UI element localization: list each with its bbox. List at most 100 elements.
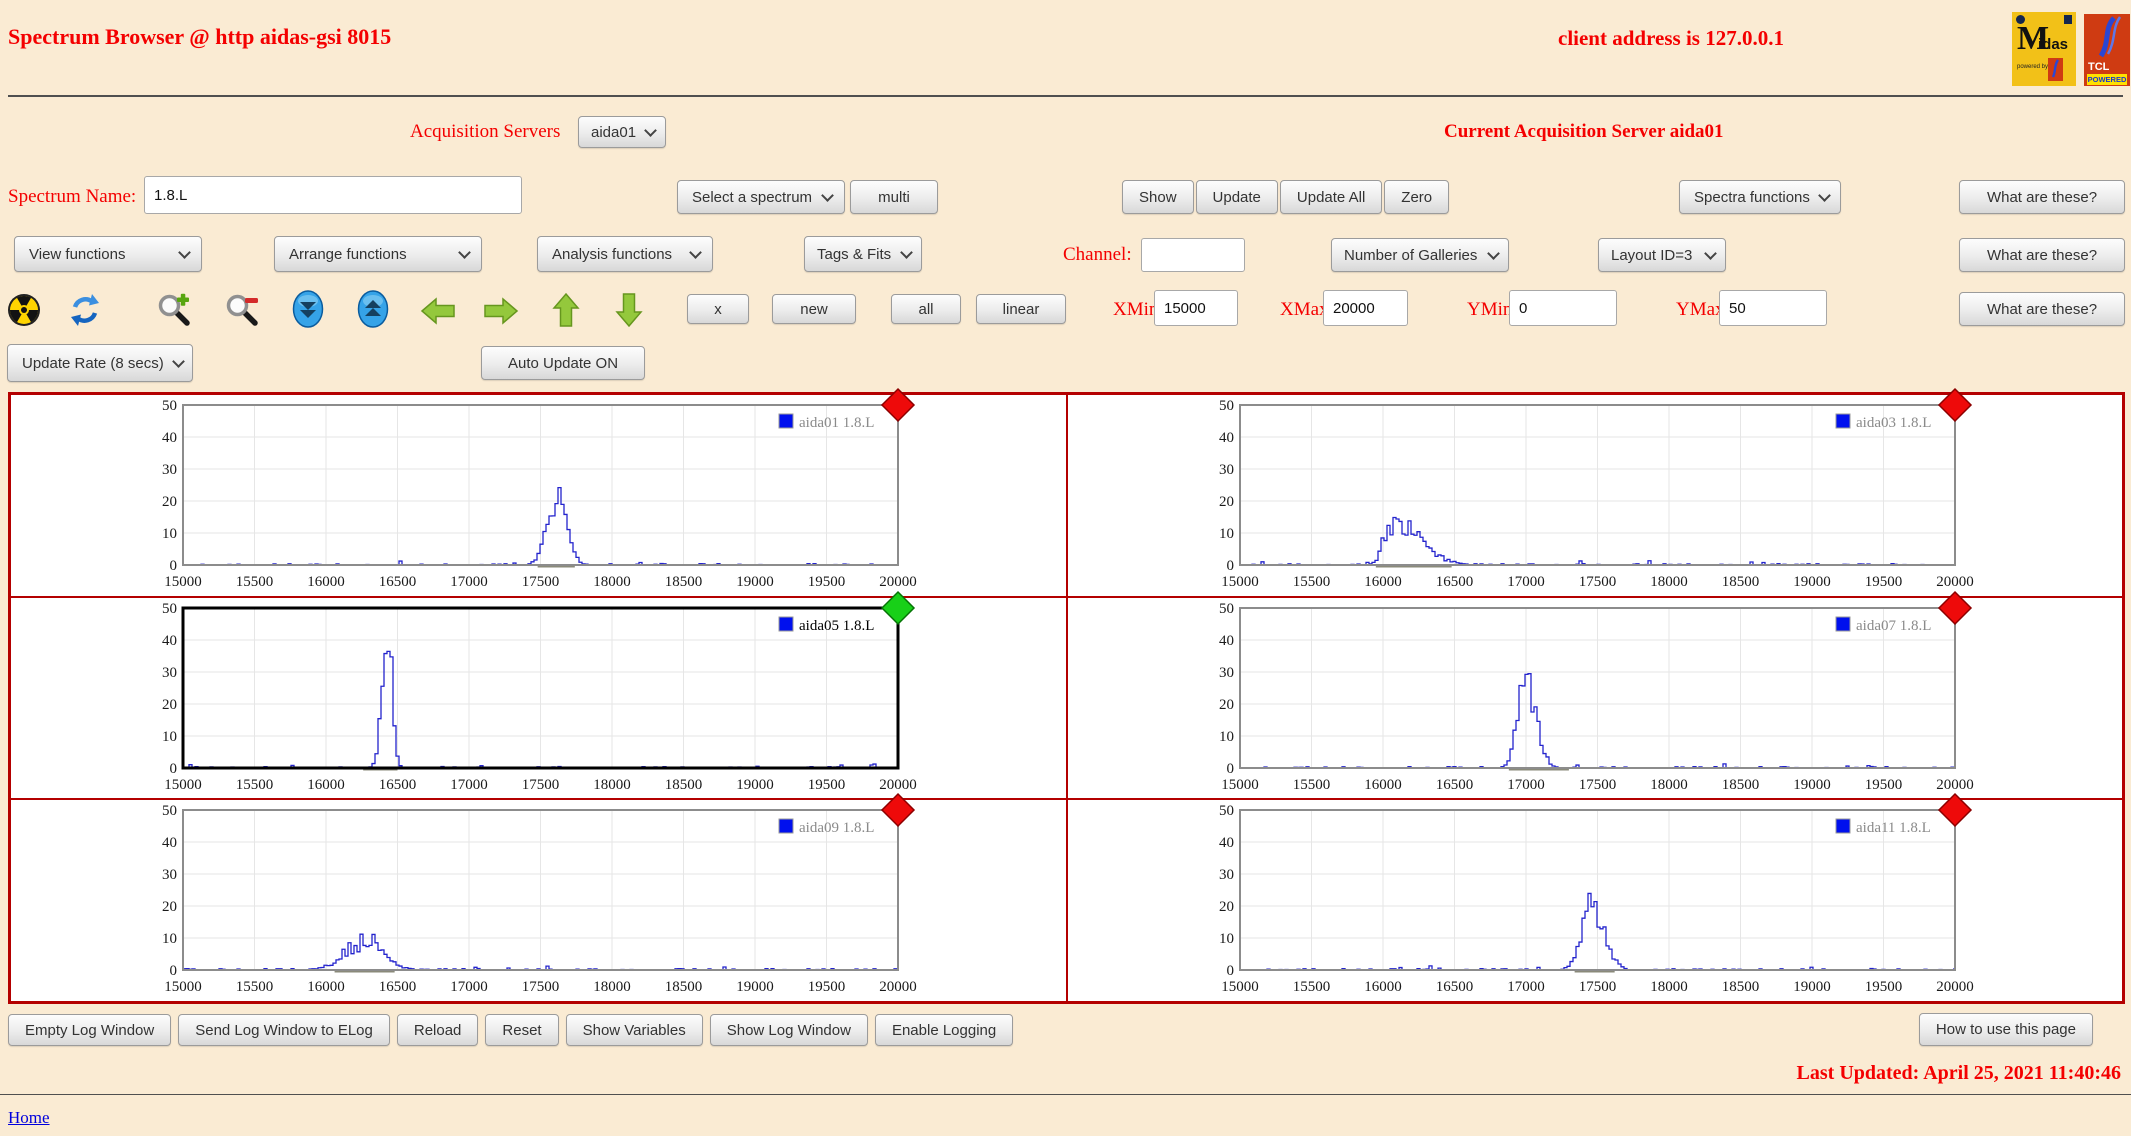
svg-text:18500: 18500 — [1721, 574, 1759, 590]
update-button[interactable]: Update — [1195, 180, 1278, 214]
zero-button[interactable]: Zero — [1384, 180, 1450, 214]
chevron-down-icon — [1487, 247, 1500, 260]
view-functions-dropdown[interactable]: View functions — [14, 236, 202, 272]
svg-text:18500: 18500 — [1721, 777, 1759, 793]
all-button[interactable]: all — [891, 294, 961, 324]
update-all-button[interactable]: Update All — [1279, 180, 1383, 214]
svg-text:15000: 15000 — [1221, 777, 1259, 793]
svg-text:15000: 15000 — [164, 979, 202, 995]
svg-text:18000: 18000 — [1650, 574, 1688, 590]
svg-text:16000: 16000 — [1364, 979, 1402, 995]
scroll-up-icon[interactable] — [357, 290, 389, 328]
reset-button[interactable]: Reset — [485, 1014, 559, 1046]
xmax-input[interactable] — [1323, 290, 1408, 326]
show-button[interactable]: Show — [1122, 180, 1194, 214]
number-of-galleries-dropdown[interactable]: Number of Galleries — [1331, 238, 1509, 272]
ymax-input[interactable] — [1719, 290, 1827, 326]
reload-button[interactable]: Reload — [396, 1014, 479, 1046]
svg-text:0: 0 — [170, 761, 178, 777]
zoom-in-icon[interactable] — [156, 292, 192, 328]
svg-text:17500: 17500 — [522, 574, 560, 590]
spectra-functions-dropdown[interactable]: Spectra functions — [1679, 180, 1841, 214]
spectrum-panel-aida01[interactable]: 15000 15500 16000 16500 17000 17500 18000 18500… — [10, 387, 1067, 597]
svg-text:10: 10 — [1219, 526, 1234, 542]
refresh-icon[interactable] — [68, 293, 102, 327]
radiation-icon[interactable] — [6, 292, 42, 328]
svg-text:50: 50 — [1219, 398, 1234, 414]
ymax-label: YMax — [1676, 299, 1725, 320]
what-are-these-button-toolbar[interactable]: What are these? — [1959, 292, 2125, 326]
show-variables-button[interactable]: Show Variables — [565, 1014, 703, 1046]
spectrum-chart: 15000 15500 16000 16500 17000 17500 18000 18500… — [162, 387, 917, 590]
spectra-gallery-grid: 15000 15500 16000 16500 17000 17500 18000 18500… — [8, 387, 2125, 1004]
update-rate-dropdown[interactable]: Update Rate (8 secs) — [7, 344, 193, 382]
chart-legend: aida07 1.8.L — [1835, 616, 1931, 634]
gallery-status-diamond-icon — [1937, 590, 1972, 625]
chart-legend: aida11 1.8.L — [1835, 818, 1930, 836]
tags-fits-dropdown[interactable]: Tags & Fits — [804, 236, 922, 272]
tcl-feather-icon — [2098, 16, 2122, 58]
xmin-label: XMin — [1113, 299, 1159, 320]
zoom-out-icon[interactable] — [224, 292, 260, 328]
arrow-right-icon[interactable] — [483, 296, 519, 326]
x-button[interactable]: x — [687, 294, 749, 324]
spectrum-panel-aida03[interactable]: 15000 15500 16000 16500 17000 17500 18000 18500… — [1066, 387, 2123, 597]
svg-text:10: 10 — [1219, 729, 1234, 745]
midas-mini-tcl-icon — [2048, 58, 2063, 81]
multi-button[interactable]: multi — [850, 180, 938, 214]
svg-text:10: 10 — [162, 931, 177, 947]
svg-text:15500: 15500 — [236, 979, 274, 995]
svg-text:18500: 18500 — [665, 979, 703, 995]
chevron-down-icon — [1704, 247, 1717, 260]
svg-text:18000: 18000 — [593, 574, 631, 590]
select-spectrum-dropdown[interactable]: Select a spectrum — [677, 180, 845, 214]
arrow-up-icon[interactable] — [551, 292, 581, 328]
acquisition-server-select[interactable]: aida01 — [578, 116, 667, 148]
svg-text:15500: 15500 — [1292, 979, 1330, 995]
svg-text:18500: 18500 — [665, 574, 703, 590]
spectrum-panel-aida07[interactable]: 15000 15500 16000 16500 17000 17500 18000 18500… — [1066, 590, 2123, 800]
what-are-these-button-spectrum[interactable]: What are these? — [1959, 180, 2125, 214]
midas-logo-text: M — [2017, 20, 2050, 57]
empty-log-window-button[interactable]: Empty Log Window — [8, 1014, 172, 1046]
svg-text:16000: 16000 — [307, 979, 345, 995]
spectrum-panel-aida09[interactable]: 15000 15500 16000 16500 17000 17500 18000 18500… — [10, 793, 1067, 1002]
chevron-down-icon — [900, 246, 913, 259]
how-to-use-button[interactable]: How to use this page — [1918, 1013, 2093, 1046]
svg-text:20000: 20000 — [1936, 777, 1974, 793]
spectrum-name-input[interactable] — [144, 176, 522, 214]
analysis-functions-dropdown[interactable]: Analysis functions — [537, 236, 713, 272]
svg-text:16500: 16500 — [1435, 979, 1473, 995]
what-are-these-button-functions[interactable]: What are these? — [1959, 238, 2125, 272]
show-log-window-button[interactable]: Show Log Window — [709, 1014, 868, 1046]
new-button[interactable]: new — [772, 294, 856, 324]
auto-update-button[interactable]: Auto Update ON — [481, 346, 645, 380]
arrow-left-icon[interactable] — [420, 296, 456, 326]
svg-text:aida07 1.8.L: aida07 1.8.L — [1856, 618, 1931, 634]
scroll-down-icon[interactable] — [292, 290, 324, 328]
spectrum-panel-aida11[interactable]: 15000 15500 16000 16500 17000 17500 18000 18500… — [1066, 793, 2123, 1002]
channel-input[interactable] — [1141, 238, 1245, 272]
enable-logging-button[interactable]: Enable Logging — [874, 1014, 1014, 1046]
xmax-label: XMax — [1280, 299, 1329, 320]
home-link[interactable]: Home — [8, 1108, 50, 1127]
arrange-functions-dropdown[interactable]: Arrange functions — [274, 236, 482, 272]
ymin-input[interactable] — [1509, 290, 1617, 326]
arrow-down-icon[interactable] — [614, 292, 644, 328]
svg-text:40: 40 — [162, 430, 177, 446]
layout-id-dropdown[interactable]: Layout ID=3 — [1598, 238, 1726, 272]
spectrum-panel-aida05[interactable]: 15000 15500 16000 16500 17000 17500 18000 18500… — [10, 590, 1067, 800]
xmin-input[interactable] — [1154, 290, 1238, 326]
svg-text:19500: 19500 — [808, 777, 846, 793]
tcl-powered-logo[interactable]: TCL POWERED — [2084, 14, 2130, 86]
svg-text:19000: 19000 — [736, 574, 774, 590]
send-log-to-elog-button[interactable]: Send Log Window to ELog — [178, 1014, 390, 1046]
gallery-status-diamond-icon — [880, 387, 916, 423]
svg-text:50: 50 — [162, 398, 177, 414]
svg-text:18000: 18000 — [593, 979, 631, 995]
svg-text:15500: 15500 — [1292, 574, 1330, 590]
midas-logo[interactable]: M idas powered by — [2012, 12, 2076, 86]
linear-button[interactable]: linear — [976, 294, 1066, 324]
svg-text:20: 20 — [1219, 697, 1234, 713]
